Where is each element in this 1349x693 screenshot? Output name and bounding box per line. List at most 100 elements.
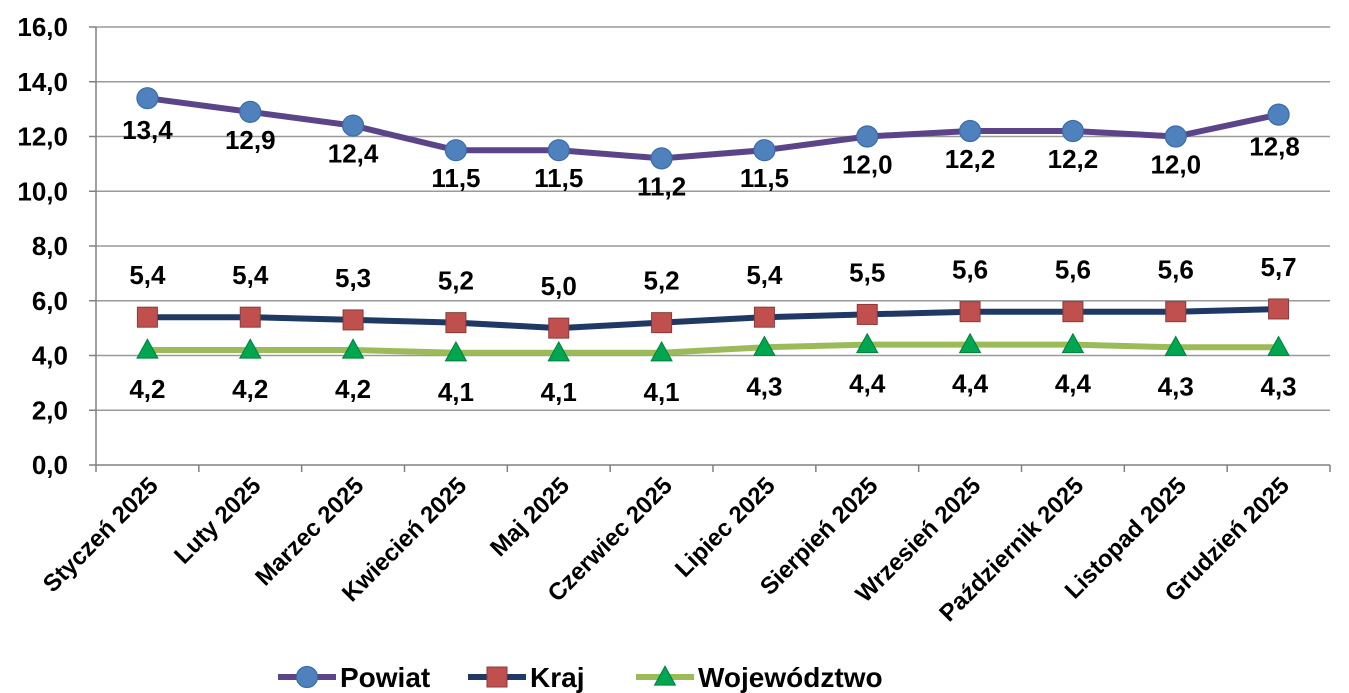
powiat-data-label: 12,0 xyxy=(842,150,893,180)
x-tick-label: Styczeń 2025 xyxy=(38,472,164,598)
wojewodztwo-data-label: 4,3 xyxy=(1158,371,1194,401)
wojewodztwo-data-label: 4,4 xyxy=(849,369,886,399)
data-point xyxy=(444,139,468,162)
data-point xyxy=(341,114,365,137)
data-point xyxy=(958,119,982,143)
kraj-line xyxy=(147,306,1279,332)
wojewodztwo-data-label: 4,3 xyxy=(1261,371,1297,401)
data-point xyxy=(1267,335,1290,356)
data-point xyxy=(548,317,570,339)
kraj-data-label: 5,4 xyxy=(129,260,166,290)
data-point xyxy=(239,306,261,328)
data-point xyxy=(1062,301,1084,323)
data-point xyxy=(136,338,159,359)
kraj-data-label: 5,6 xyxy=(952,255,988,285)
data-point xyxy=(856,303,878,325)
wojewodztwo-data-label: 4,2 xyxy=(129,374,165,404)
kraj-data-label: 5,5 xyxy=(849,257,885,287)
kraj-data-label: 5,0 xyxy=(541,271,577,301)
y-tick-label: 4,0 xyxy=(32,341,68,371)
series-layer xyxy=(136,87,1290,362)
wojewodztwo-line xyxy=(147,341,1279,356)
wojewodztwo-data-label: 4,4 xyxy=(1055,369,1092,399)
legend-powiat: Powiat xyxy=(278,662,430,693)
legend-wojewodztwo: Województwo xyxy=(636,662,883,693)
data-point xyxy=(547,340,571,362)
y-tick-label: 0,0 xyxy=(32,450,68,480)
powiat-data-label: 11,2 xyxy=(637,171,686,201)
data-point xyxy=(650,147,673,170)
wojewodztwo-data-label: 4,4 xyxy=(952,369,989,399)
legend-label: Województwo xyxy=(698,662,883,693)
data-point xyxy=(856,125,879,148)
kraj-data-label: 5,6 xyxy=(1055,255,1091,285)
powiat-data-label: 12,8 xyxy=(1249,132,1300,162)
powiat-data-label: 12,0 xyxy=(1150,150,1201,180)
y-tick-label: 10,0 xyxy=(17,176,68,206)
data-point xyxy=(136,306,158,328)
data-point xyxy=(1061,119,1085,143)
data-point xyxy=(547,139,570,162)
y-tick-label: 14,0 xyxy=(17,67,68,97)
data-point xyxy=(753,306,775,328)
data-point xyxy=(653,665,677,686)
y-tick-label: 16,0 xyxy=(17,12,68,42)
kraj-data-label: 5,6 xyxy=(1158,255,1194,285)
data-point xyxy=(855,332,879,354)
wojewodztwo-data-label: 4,1 xyxy=(541,377,577,407)
data-point xyxy=(239,100,262,123)
data-point xyxy=(1267,103,1290,126)
powiat-data-label: 12,4 xyxy=(328,139,379,169)
data-point xyxy=(445,312,467,334)
kraj-data-label: 5,2 xyxy=(644,266,680,296)
data-point xyxy=(753,139,776,162)
legend-kraj: Kraj xyxy=(468,662,584,693)
legend-label: Kraj xyxy=(530,662,584,693)
wojewodztwo-data-label: 4,1 xyxy=(644,377,680,407)
y-tick-label: 12,0 xyxy=(17,122,68,152)
data-point xyxy=(1165,301,1187,323)
powiat-data-label: 12,9 xyxy=(225,125,276,155)
powiat-data-label: 11,5 xyxy=(740,163,789,193)
data-point xyxy=(238,338,262,359)
x-tick-label: Maj 2025 xyxy=(485,472,575,562)
axes xyxy=(89,26,1331,472)
data-point xyxy=(650,340,673,362)
data-point xyxy=(1061,332,1085,354)
wojewodztwo-data-label: 4,3 xyxy=(746,371,782,401)
data-point xyxy=(444,340,468,362)
data-point xyxy=(295,665,319,689)
powiat-data-label: 12,2 xyxy=(1048,144,1099,174)
legend-label: Powiat xyxy=(340,662,430,693)
x-tick-label: Luty 2025 xyxy=(169,472,266,569)
powiat-data-label: 13,4 xyxy=(122,115,173,145)
data-point xyxy=(651,312,673,334)
data-point xyxy=(959,301,981,323)
data-point xyxy=(136,87,159,110)
data-labels: 13,4 12,9 12,4 11,5 11,5 11,2 11,5 12,0 12,2 12,2… xyxy=(122,115,1300,407)
data-point xyxy=(1268,298,1290,320)
kraj-data-label: 5,2 xyxy=(438,266,474,296)
kraj-data-label: 5,4 xyxy=(232,260,269,290)
y-tick-label: 8,0 xyxy=(32,231,68,261)
gridlines xyxy=(96,26,1330,411)
data-point xyxy=(1164,125,1187,148)
x-tick-label: Lipiec 2025 xyxy=(670,472,781,583)
wojewodztwo-data-label: 4,2 xyxy=(335,374,371,404)
data-point xyxy=(958,332,982,354)
wojewodztwo-data-label: 4,1 xyxy=(438,377,474,407)
kraj-data-label: 5,7 xyxy=(1261,252,1297,282)
powiat-data-label: 12,2 xyxy=(945,144,996,174)
kraj-data-label: 5,4 xyxy=(746,260,783,290)
powiat-data-label: 11,5 xyxy=(534,163,583,193)
data-point xyxy=(341,338,365,359)
y-tick-label: 2,0 xyxy=(32,395,68,425)
powiat-line xyxy=(147,95,1280,162)
data-point xyxy=(753,335,776,356)
powiat-data-label: 11,5 xyxy=(431,163,480,193)
data-point xyxy=(1164,335,1188,356)
y-axis-ticks: 0,0 2,0 4,0 6,0 8,0 10,0 12,0 14,0 16,0 xyxy=(17,12,68,480)
data-point xyxy=(342,309,364,331)
